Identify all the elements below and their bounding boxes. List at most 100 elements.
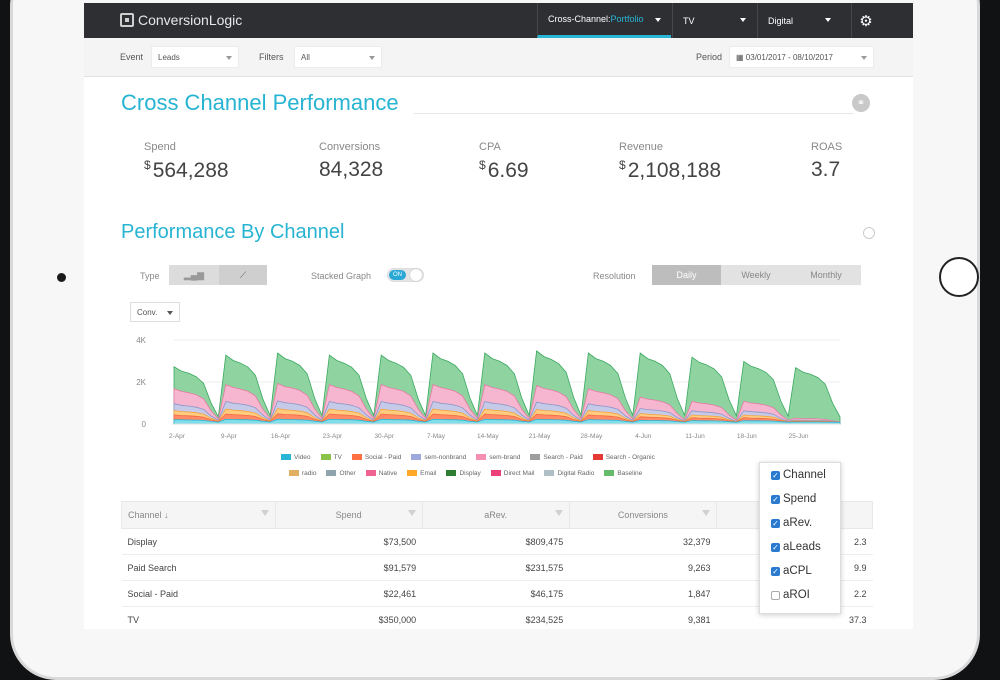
legend-item[interactable]: Social - Paid — [351, 454, 402, 461]
legend-item[interactable]: Direct Mail — [490, 470, 534, 477]
kpi-value: $564,288 — [144, 158, 229, 183]
legend-item[interactable]: radio — [289, 470, 316, 477]
link-icon[interactable]: ⚭ — [852, 94, 870, 112]
info-icon[interactable] — [863, 227, 875, 239]
cell-spend: $73,500 — [275, 528, 423, 555]
legend-item[interactable]: Email — [407, 470, 436, 477]
legend-item[interactable]: Other — [326, 470, 356, 477]
kpi-prefix: $ — [144, 158, 151, 172]
legend-item[interactable]: Video — [281, 454, 311, 461]
column-option-label: aROI — [783, 589, 810, 601]
legend-item[interactable]: sem-nonbrand — [411, 454, 466, 461]
legend-swatch — [592, 454, 603, 461]
checkbox[interactable] — [771, 590, 780, 600]
column-option[interactable]: ✓ aRev. — [760, 511, 840, 535]
filter-icon[interactable] — [407, 510, 416, 516]
filter-icon[interactable] — [554, 510, 563, 516]
table-row[interactable]: TV $350,000 $234,525 9,381 37.3 — [121, 606, 873, 629]
legend-item[interactable]: Baseline — [604, 470, 642, 477]
gear-icon[interactable]: ⚙ — [851, 3, 880, 38]
legend-item[interactable]: Digital Radio — [544, 470, 594, 477]
bar-chart-icon[interactable]: ▂▄▆ — [169, 265, 219, 285]
logo-icon — [120, 13, 134, 27]
resolution-daily[interactable]: Daily — [652, 265, 721, 285]
cell-conversions: 1,847 — [569, 580, 717, 607]
legend-item[interactable]: Search - Organic — [592, 454, 655, 461]
x-tick-label: 18-Jun — [737, 433, 757, 440]
col-spend[interactable]: Spend — [274, 501, 423, 529]
kpi-number: 3.7 — [811, 158, 841, 181]
legend-swatch — [365, 470, 376, 477]
col-label: Conversions — [617, 510, 668, 520]
legend-label: Search - Organic — [605, 454, 655, 461]
legend-item[interactable]: Native — [365, 470, 397, 477]
column-option-label: aLeads — [783, 541, 821, 553]
filter-icon[interactable] — [260, 510, 269, 516]
col-channel[interactable]: Channel ↓ — [121, 501, 276, 529]
kpi-revenue: Revenue $2,108,188 — [619, 141, 721, 183]
tab-cross-channel[interactable]: Cross-Channel: Portfolio — [537, 3, 671, 38]
legend-label: TV — [333, 454, 342, 461]
kpi-value: 3.7 — [811, 158, 842, 182]
checkbox[interactable]: ✓ — [771, 566, 780, 576]
logo[interactable]: ConversionLogic — [120, 12, 242, 28]
period-select[interactable]: ▦ 03/01/2017 - 08/10/2017 — [729, 46, 874, 68]
kpi-cpa: CPA $6.69 — [479, 141, 529, 183]
col-arev[interactable]: aRev. — [421, 501, 570, 529]
stacked-toggle[interactable]: ON — [387, 268, 424, 282]
app-screen: ConversionLogic Cross-Channel: Portfolio… — [84, 3, 913, 629]
legend-swatch — [411, 454, 422, 461]
legend-item[interactable]: sem-brand — [476, 454, 520, 461]
legend-item[interactable]: Search - Paid — [530, 454, 583, 461]
legend-label: Social - Paid — [364, 454, 402, 461]
checkbox[interactable]: ✓ — [771, 542, 780, 552]
chevron-down-icon — [655, 18, 661, 22]
camera-dot — [57, 273, 66, 282]
col-conversions[interactable]: Conversions — [568, 501, 718, 529]
tab-digital[interactable]: Digital — [757, 3, 841, 38]
resolution-monthly[interactable]: Monthly — [791, 265, 861, 285]
period-label: Period — [696, 52, 723, 62]
filters-select[interactable]: All — [294, 46, 382, 68]
legend-swatch — [476, 454, 487, 461]
event-select[interactable]: Leads — [151, 46, 239, 68]
cell-arev: $234,525 — [422, 606, 570, 629]
y-tick-label: 0 — [142, 420, 147, 429]
legend-swatch — [289, 470, 299, 477]
chevron-down-icon — [825, 18, 831, 22]
cell-spend: $22,461 — [275, 580, 423, 607]
legend-label: Other — [339, 470, 356, 477]
table-row[interactable]: Display $73,500 $809,475 32,379 2.3 — [121, 528, 873, 555]
legend-swatch — [407, 470, 418, 477]
kpi-label: Revenue — [619, 141, 664, 153]
kpi-value: $2,108,188 — [619, 158, 721, 183]
column-option[interactable]: aROI — [760, 583, 840, 607]
y-tick-label: 2K — [136, 378, 146, 387]
line-chart-icon[interactable]: ⟋ — [219, 265, 267, 285]
column-option[interactable]: ✓ Spend — [760, 487, 840, 511]
resolution-weekly[interactable]: Weekly — [721, 265, 791, 285]
metric-select[interactable]: Conv. — [130, 302, 180, 322]
legend-item[interactable]: TV — [320, 454, 342, 461]
column-option[interactable]: ✓ aLeads — [760, 535, 840, 559]
cell-channel: Paid Search — [121, 554, 276, 581]
legend-swatch — [530, 454, 541, 461]
legend-label: radio — [302, 470, 317, 477]
tab-tv[interactable]: TV — [672, 3, 756, 38]
checkbox[interactable]: ✓ — [771, 470, 780, 480]
legend-label: Video — [294, 454, 311, 461]
legend-label: Display — [459, 470, 481, 477]
column-option[interactable]: ✓ Channel — [760, 463, 840, 487]
metric-select-value: Conv. — [137, 308, 158, 317]
column-option[interactable]: ✓ aCPL — [760, 559, 840, 583]
cell-conversions: 32,379 — [569, 528, 717, 555]
cell-arev: $46,175 — [422, 580, 570, 607]
checkbox[interactable]: ✓ — [771, 518, 780, 528]
filter-icon[interactable] — [702, 510, 711, 516]
legend-item[interactable]: Display — [446, 470, 481, 477]
checkbox[interactable]: ✓ — [771, 494, 780, 504]
legend-swatch — [320, 454, 331, 461]
tab-label-accent: Portfolio — [610, 14, 644, 24]
home-button[interactable] — [939, 257, 979, 297]
column-chooser-popup: ✓ Channel ✓ Spend ✓ aRev. ✓ aLeads ✓ aCPL aROI — [759, 462, 841, 614]
